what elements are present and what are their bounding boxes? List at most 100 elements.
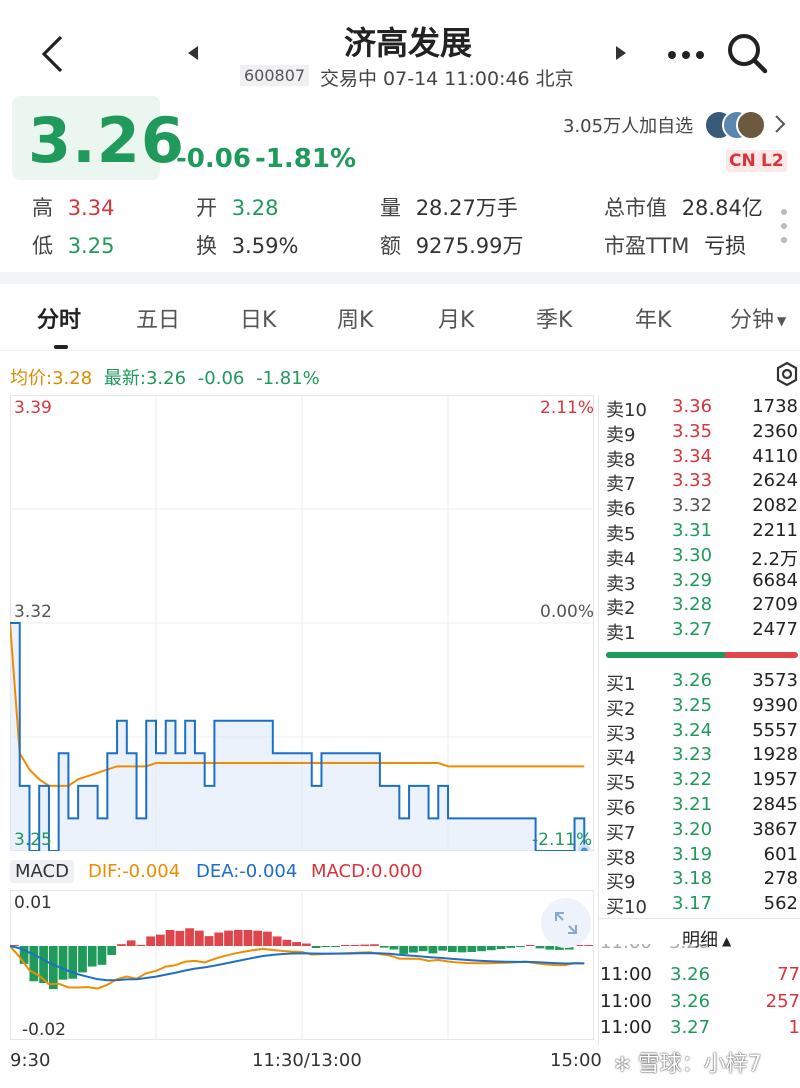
intraday-price-chart[interactable] bbox=[10, 395, 594, 851]
badge-l2[interactable]: L2 bbox=[758, 150, 787, 172]
fullscreen-icon[interactable] bbox=[541, 898, 591, 948]
stat-high-value: 3.34 bbox=[67, 196, 115, 220]
tab-five-day[interactable]: 五日 bbox=[136, 308, 181, 333]
stat-volume-label: 量 bbox=[380, 196, 401, 220]
ask-row[interactable]: 卖9 3.35 2360 bbox=[606, 421, 800, 446]
ask-label: 卖7 bbox=[606, 474, 636, 496]
macd-histogram-bar bbox=[311, 946, 321, 949]
ask-row[interactable]: 卖2 3.28 2709 bbox=[606, 594, 800, 620]
more-icon[interactable] bbox=[664, 40, 708, 70]
bid-price: 3.21 bbox=[672, 794, 713, 815]
ask-row[interactable]: 卖1 3.27 2477 bbox=[606, 619, 800, 644]
bid-ratio-fill bbox=[606, 652, 726, 658]
stat-low-label: 低 bbox=[32, 234, 53, 258]
ask-row[interactable]: 卖4 3.30 2.2万 bbox=[606, 545, 800, 570]
trade-detail-toggle[interactable]: 明细 ▲ bbox=[682, 926, 731, 952]
macd-histogram-bar bbox=[10, 945, 19, 946]
tab-yearly-k[interactable]: 年K bbox=[635, 308, 672, 333]
macd-histogram-bar bbox=[379, 946, 389, 948]
ask-price: 3.27 bbox=[672, 619, 713, 641]
chevron-right-icon[interactable] bbox=[774, 114, 788, 136]
stat-pe-label: 市盈TTM bbox=[604, 234, 690, 258]
macd-histogram-bar bbox=[545, 946, 555, 950]
tab-intraday[interactable]: 分时 bbox=[37, 308, 82, 333]
macd-selector[interactable]: MACD bbox=[10, 860, 74, 883]
macd-histogram-bar bbox=[263, 931, 272, 946]
bid-row[interactable]: 买4 3.23 1928 bbox=[606, 744, 800, 769]
bid-row[interactable]: 买9 3.18 278 bbox=[606, 868, 800, 893]
search-icon[interactable] bbox=[724, 30, 770, 76]
bid-price: 3.18 bbox=[672, 868, 713, 890]
bid-price: 3.17 bbox=[672, 893, 713, 915]
ask-row[interactable]: 卖10 3.36 1738 bbox=[606, 396, 800, 421]
ask-price: 3.32 bbox=[672, 495, 713, 517]
macd-histogram-bar bbox=[185, 928, 194, 946]
tab-quarterly-k[interactable]: 季K bbox=[536, 308, 573, 333]
tab-daily-k[interactable]: 日K bbox=[240, 308, 277, 333]
expand-stats-icon[interactable] bbox=[778, 206, 792, 246]
bid-label: 买6 bbox=[606, 798, 636, 819]
ask-row[interactable]: 卖3 3.29 6684 bbox=[606, 569, 800, 595]
y-axis-top-label: 3.39 bbox=[14, 398, 52, 418]
macd-histogram-bar bbox=[292, 942, 301, 946]
ask-row[interactable]: 卖5 3.31 2211 bbox=[606, 520, 800, 545]
ask-label: 卖8 bbox=[606, 449, 636, 471]
badge-cn[interactable]: CN bbox=[726, 150, 759, 172]
ask-row[interactable]: 卖8 3.34 4110 bbox=[606, 446, 800, 471]
trade-time: 11:00 bbox=[600, 990, 652, 1012]
prev-stock-icon[interactable] bbox=[186, 44, 202, 64]
bid-label: 买3 bbox=[606, 723, 636, 745]
tab-monthly-k[interactable]: 月K bbox=[438, 308, 475, 333]
bid-label: 买8 bbox=[606, 847, 636, 869]
macd-histogram-bar bbox=[146, 936, 155, 946]
macd-histogram-bar bbox=[486, 946, 496, 951]
bid-row[interactable]: 买10 3.17 562 bbox=[606, 893, 800, 918]
dea-line bbox=[10, 945, 585, 982]
pct-axis-top-label: 2.11% bbox=[540, 398, 595, 418]
stat-open: 开 3.28 bbox=[196, 192, 278, 222]
followers-count[interactable]: 3.05万人加自选 bbox=[563, 116, 694, 137]
ask-label: 卖2 bbox=[606, 598, 636, 620]
bid-price: 3.26 bbox=[672, 670, 713, 691]
trade-row: 11:00 3.27 1 bbox=[600, 1017, 800, 1043]
trade-detail-label: 明细 bbox=[682, 930, 718, 951]
bid-volume: 601 bbox=[763, 843, 798, 865]
macd-chart[interactable] bbox=[10, 890, 594, 1040]
ask-row[interactable]: 卖6 3.32 2082 bbox=[606, 495, 800, 520]
watermark: ✲ 雪球：小梓7 bbox=[614, 1046, 762, 1078]
tab-weekly-k[interactable]: 周K bbox=[337, 308, 374, 333]
macd-histogram-bar bbox=[87, 946, 97, 967]
stat-market-cap: 总市值 28.84亿 bbox=[604, 192, 763, 222]
section-divider bbox=[0, 272, 800, 284]
bid-row[interactable]: 买6 3.21 2845 bbox=[606, 794, 800, 819]
ask-label: 卖9 bbox=[606, 424, 636, 446]
price-area-fill bbox=[10, 623, 585, 851]
settings-icon[interactable] bbox=[774, 360, 800, 388]
macd-histogram-bar bbox=[516, 946, 525, 947]
macd-histogram-bar bbox=[233, 929, 243, 946]
bid-price: 3.25 bbox=[672, 694, 713, 716]
bid-row[interactable]: 买2 3.25 9390 bbox=[606, 694, 800, 720]
bid-row[interactable]: 买8 3.19 601 bbox=[606, 843, 800, 869]
stat-market-cap-label: 总市值 bbox=[604, 196, 667, 220]
bid-row[interactable]: 买1 3.26 3573 bbox=[606, 670, 800, 695]
macd-histogram-bar bbox=[282, 939, 292, 946]
ask-row[interactable]: 卖7 3.33 2624 bbox=[606, 470, 800, 496]
tab-active-indicator bbox=[54, 345, 68, 349]
macd-histogram-bar bbox=[302, 943, 311, 946]
macd-histogram-bar bbox=[496, 946, 506, 950]
ask-volume: 2477 bbox=[752, 619, 798, 641]
macd-histogram-bar bbox=[19, 946, 29, 964]
avg-price-label: 均价:3.28 bbox=[10, 368, 93, 389]
bid-row[interactable]: 买3 3.24 5557 bbox=[606, 720, 800, 745]
bid-row[interactable]: 买5 3.22 1957 bbox=[606, 769, 800, 794]
macd-histogram-bar bbox=[126, 940, 136, 946]
bid-row[interactable]: 买7 3.20 3867 bbox=[606, 819, 800, 844]
tab-minute[interactable]: 分钟 ▼ bbox=[730, 302, 786, 334]
bid-price: 3.23 bbox=[672, 744, 713, 766]
next-stock-icon[interactable] bbox=[614, 44, 630, 64]
macd-histogram-bar bbox=[321, 946, 331, 948]
macd-histogram-bar bbox=[506, 946, 516, 948]
back-icon[interactable] bbox=[30, 30, 74, 78]
ask-price: 3.29 bbox=[672, 569, 713, 591]
